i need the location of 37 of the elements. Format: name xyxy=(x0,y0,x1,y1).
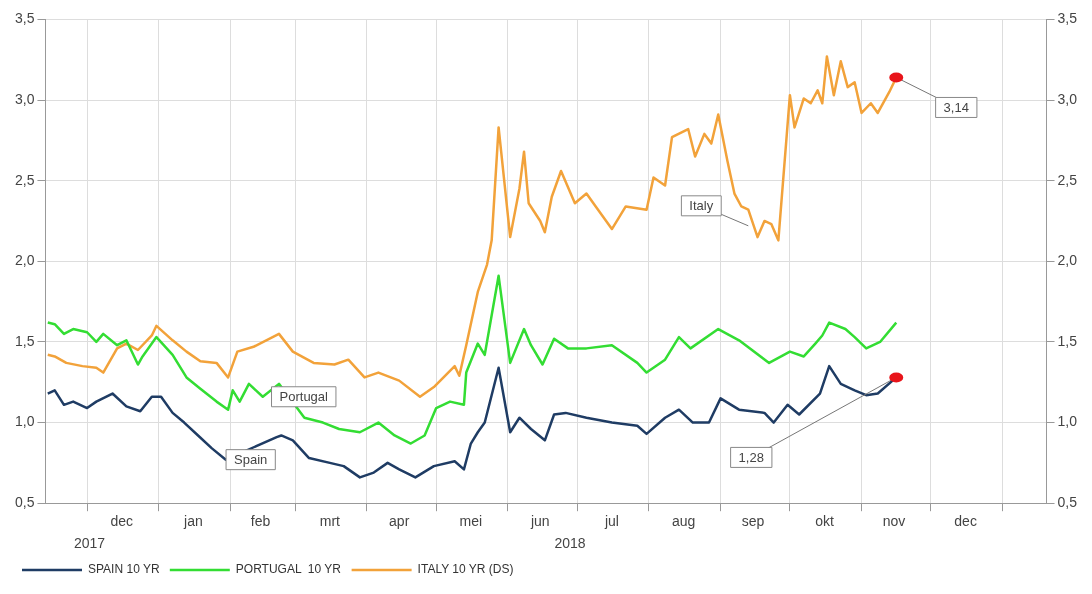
y2-tick-label: 1,0 xyxy=(1057,413,1078,430)
x-tick-label: aug xyxy=(671,513,696,530)
annotation: Italy xyxy=(689,198,714,214)
y-tick-label: 2,5 xyxy=(14,171,35,188)
y-tick-label: 2,0 xyxy=(14,252,35,269)
annotation: 1,28 xyxy=(738,449,764,465)
y2-tick-label: 0,5 xyxy=(1057,494,1078,511)
y2-tick-label: 2,5 xyxy=(1057,171,1078,188)
x-tick-label: apr xyxy=(389,513,410,530)
x-tick-label: nov xyxy=(882,513,906,530)
y-tick-label: 1,0 xyxy=(14,413,35,430)
x-tick-label: mrt xyxy=(319,513,341,530)
x-tick-label: jun xyxy=(529,513,550,530)
legend-label: PORTUGAL 10 YR xyxy=(235,562,342,577)
x-tick-label: mei xyxy=(459,513,483,530)
y2-tick-label: 3,0 xyxy=(1057,90,1078,107)
x-tick-label: feb xyxy=(250,513,271,530)
y-tick-label: 3,0 xyxy=(14,90,35,107)
x-tick-label: okt xyxy=(815,513,835,530)
y2-tick-label: 3,5 xyxy=(1057,10,1078,27)
legend-label: ITALY 10 YR (DS) xyxy=(417,562,514,577)
text: 2018 xyxy=(554,534,586,551)
x-tick-label: jan xyxy=(183,513,203,530)
y2-tick-label: 2,0 xyxy=(1057,252,1078,269)
text: 2017 xyxy=(73,534,106,551)
y-tick-label: 0,5 xyxy=(14,494,35,511)
x-tick-label: dec xyxy=(954,513,977,530)
x-tick-label: dec xyxy=(110,513,134,530)
annotation: Spain xyxy=(234,452,268,468)
y-tick-label: 3,5 xyxy=(14,10,35,27)
y2-tick-label: 1,5 xyxy=(1057,332,1078,349)
legend-label: SPAIN 10 YR xyxy=(88,562,160,577)
x-tick-label: sep xyxy=(741,513,765,530)
annotation: 3,14 xyxy=(943,100,969,116)
annotation: Portugal xyxy=(279,389,329,405)
x-tick-label: jul xyxy=(603,513,619,530)
y-tick-label: 1,5 xyxy=(14,332,35,349)
